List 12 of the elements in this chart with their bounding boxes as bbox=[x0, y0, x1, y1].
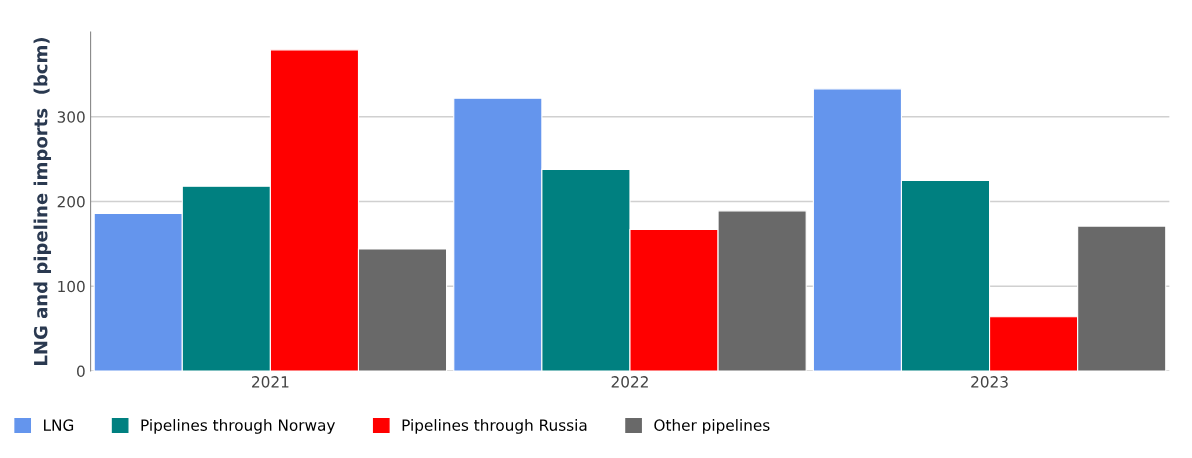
y-tick-label: 100 bbox=[58, 280, 85, 293]
x-tick-label: 2023 bbox=[971, 376, 1008, 388]
legend-label: LNG bbox=[44, 419, 74, 431]
x-tick-label: 2021 bbox=[252, 376, 289, 388]
y-tick-label: 0 bbox=[77, 365, 85, 377]
y-tick-label: 200 bbox=[57, 195, 85, 208]
x-tick-label: 2022 bbox=[611, 376, 648, 388]
legend-label: Other pipelines bbox=[654, 419, 770, 434]
legend-label: Pipelines through Norway bbox=[141, 419, 335, 434]
y-axis-title: LNG and pipeline imports (bcm) bbox=[33, 38, 52, 365]
y-tick-label: 300 bbox=[57, 111, 85, 123]
legend-label: Pipelines through Russia bbox=[402, 419, 587, 434]
